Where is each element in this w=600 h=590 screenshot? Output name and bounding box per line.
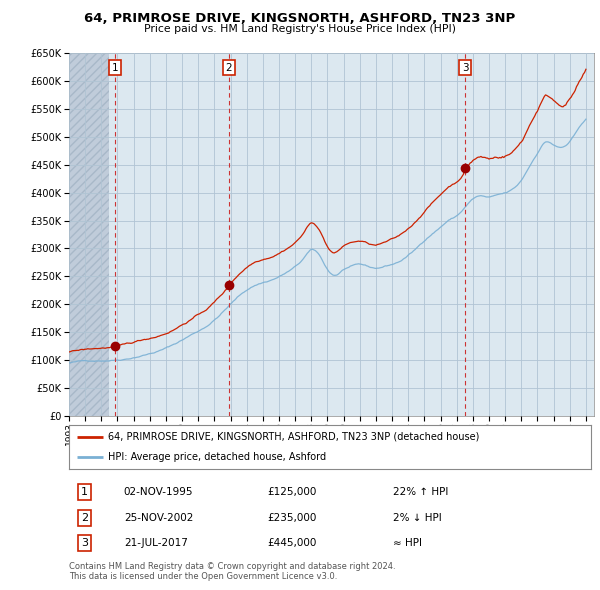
Text: 1: 1 bbox=[81, 487, 88, 497]
Text: Price paid vs. HM Land Registry's House Price Index (HPI): Price paid vs. HM Land Registry's House … bbox=[144, 24, 456, 34]
Text: 3: 3 bbox=[462, 63, 469, 73]
Text: Contains HM Land Registry data © Crown copyright and database right 2024.
This d: Contains HM Land Registry data © Crown c… bbox=[69, 562, 395, 581]
Text: £125,000: £125,000 bbox=[268, 487, 317, 497]
Text: 2: 2 bbox=[226, 63, 232, 73]
Text: 2% ↓ HPI: 2% ↓ HPI bbox=[392, 513, 442, 523]
Text: 64, PRIMROSE DRIVE, KINGSNORTH, ASHFORD, TN23 3NP (detached house): 64, PRIMROSE DRIVE, KINGSNORTH, ASHFORD,… bbox=[108, 432, 479, 442]
Text: HPI: Average price, detached house, Ashford: HPI: Average price, detached house, Ashf… bbox=[108, 452, 326, 462]
Text: 25-NOV-2002: 25-NOV-2002 bbox=[124, 513, 193, 523]
Text: 1: 1 bbox=[112, 63, 118, 73]
Text: 21-JUL-2017: 21-JUL-2017 bbox=[124, 538, 188, 548]
Text: 02-NOV-1995: 02-NOV-1995 bbox=[124, 487, 193, 497]
Text: ≈ HPI: ≈ HPI bbox=[392, 538, 422, 548]
Text: 3: 3 bbox=[81, 538, 88, 548]
Text: 64, PRIMROSE DRIVE, KINGSNORTH, ASHFORD, TN23 3NP: 64, PRIMROSE DRIVE, KINGSNORTH, ASHFORD,… bbox=[85, 12, 515, 25]
Bar bbox=[69, 53, 109, 416]
Text: £235,000: £235,000 bbox=[268, 513, 317, 523]
Text: £445,000: £445,000 bbox=[268, 538, 317, 548]
Text: 22% ↑ HPI: 22% ↑ HPI bbox=[392, 487, 448, 497]
Text: 2: 2 bbox=[81, 513, 88, 523]
